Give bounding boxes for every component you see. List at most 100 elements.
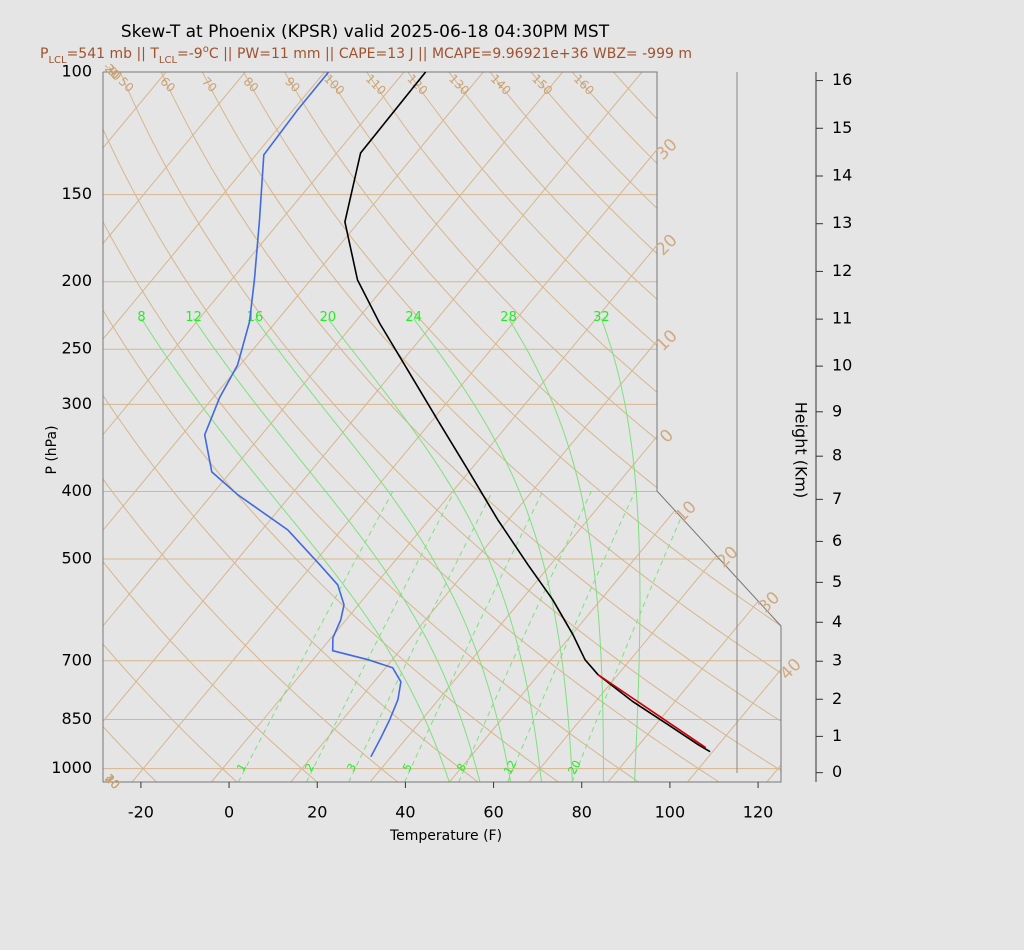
y2-tick-label: 11 [832,309,852,328]
y2-tick-label: 15 [832,118,852,137]
background-lines [103,72,781,782]
mixing-ratio-line [458,491,592,782]
moist-adiabat [327,318,542,782]
y2-tick-label: 1 [832,726,842,745]
y-tick-label: 250 [61,339,92,358]
chart-subtitle: PLCL=541 mb || TLCL=-9oC || PW=11 mm || … [40,44,692,66]
dry-adiabat [325,72,781,782]
y2-tick-label: 7 [832,489,842,508]
mixing-ratio-label: 12 [501,758,519,777]
y2-tick-label: 6 [832,531,842,550]
dry-adiabat [103,72,398,782]
moist-adiabat-label: 32 [593,310,610,325]
moist-adiabat [141,318,450,782]
y2-tick-label: 16 [832,70,852,89]
moist-adiabat [600,318,641,782]
dry-adiabat [530,72,781,782]
dry-adiabat [448,72,781,782]
x-tick-label: 80 [572,803,592,822]
plot-frame [102,71,782,783]
y-tick-label: 150 [61,184,92,203]
dry-adiabat [160,72,781,782]
dry-adiabat [284,72,781,782]
y-tick-label: 700 [61,650,92,669]
x-tick-label: 0 [224,803,234,822]
x-tick-label: 100 [655,803,686,822]
moist-adiabat [413,318,573,782]
mixing-ratio-line [571,491,693,782]
x-tick-label: 60 [483,803,503,822]
dry-adiabat [201,72,781,782]
x-tick-label: 120 [743,803,774,822]
y2-tick-label: 14 [832,165,852,184]
y-tick-label: 500 [61,548,92,567]
x-tick-label: 20 [307,803,327,822]
isotherm [528,72,781,782]
dry-adiabat [119,72,781,782]
x-tick-label: -20 [128,803,154,822]
isotherm [103,72,326,782]
subtitle-part: LCL [159,55,178,66]
mixing-ratio-line [507,491,636,782]
moist-adiabat-label: 20 [320,310,337,325]
moist-adiabat-label: 12 [185,310,202,325]
isotherm [103,72,246,782]
dry-adiabat [103,72,238,782]
isotherm [290,72,781,782]
y-tick-label: 100 [61,62,92,81]
y2-tick-label: 13 [832,213,852,232]
chart-title: Skew-T at Phoenix (KPSR) valid 2025-06-1… [121,22,610,42]
isotherm [131,72,722,782]
moist-adiabat [254,318,512,782]
subtitle-part: P [40,46,48,62]
y2-axis-title: Height (Km) [792,402,811,499]
y-tick-label: 1000 [51,758,92,777]
subtitle-part: =541 mb || T [67,46,160,62]
y-tick-label: 850 [61,709,92,728]
y2-tick-label: 10 [832,356,852,375]
x-tick-label: 40 [395,803,415,822]
subtitle-part: C || PW=11 mm || CAPE=13 J || MCAPE=9.96… [209,46,692,62]
isotherm [607,72,781,782]
y2-tick-label: 0 [832,762,842,781]
isotherm [103,72,405,782]
dry-adiabat [243,72,781,782]
y2-tick-label: 12 [832,261,852,280]
dry-adiabat [103,72,639,782]
mixing-ratio-line [306,491,455,782]
profile-line [203,71,402,758]
y-tick-label: 200 [61,271,92,290]
y2-tick-label: 9 [832,401,842,420]
moist-adiabat-label: 28 [500,310,517,325]
y2-tick-label: 5 [832,572,842,591]
moist-adiabat-label: 24 [405,310,422,325]
profile-line [597,674,707,749]
dry-adiabat [103,72,479,782]
y2-tick-label: 3 [832,651,842,670]
isotherm [103,72,564,782]
dry-adiabat [489,72,781,782]
mixing-ratio-line [237,491,394,782]
dry-adiabat [103,72,318,782]
y2-tick-label: 8 [832,446,842,465]
y-axis-title: P (hPa) [44,425,60,474]
isotherm [103,72,643,782]
subtitle-part: LCL [48,55,67,66]
y2-tick-label: 4 [832,612,842,631]
y-tick-label: 300 [61,394,92,413]
profile-line [344,71,711,753]
moist-adiabat-label: 8 [137,310,145,325]
subtitle-part: o [203,44,209,55]
isotherm [103,72,484,782]
moist-adiabat [508,318,604,782]
y2-tick-label: 2 [832,689,842,708]
y-tick-label: 400 [61,481,92,500]
dry-adiabat [103,72,559,782]
mixing-ratio-label: 20 [565,758,583,777]
subtitle-part: =-9 [177,46,203,62]
x-axis-title: Temperature (F) [389,828,502,844]
moist-adiabat [193,318,481,782]
